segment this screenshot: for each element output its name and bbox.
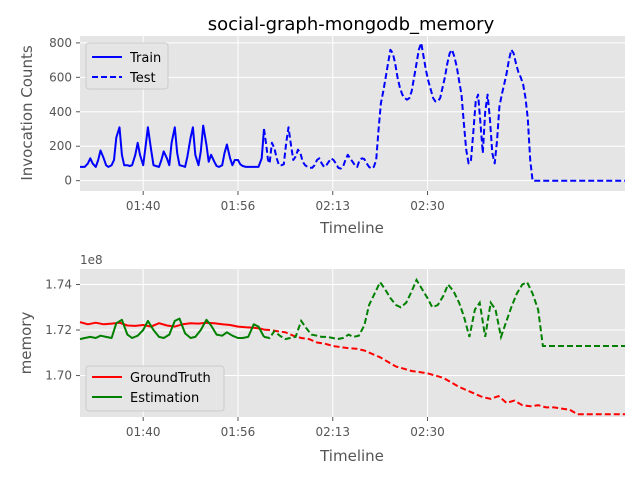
bottom-plot-area: 01:40 01:56 02:13 02:30 1.70 1.72 1.74 GroundT… [45,269,625,439]
estimation-series-dashed-line [263,277,625,347]
groundtruth-legend-label: GroundTruth [130,371,211,386]
test-series-line [263,41,625,182]
x-tick-label: 01:40 [126,199,161,213]
bottom-y-axis-label: memory [17,312,35,375]
test-legend-label: Test [129,71,156,86]
bottom-y-offset-label: 1e8 [80,253,103,267]
top-y-axis-label: Invocation Counts [18,45,36,180]
top-plot-area: 01:40 01:56 02:13 02:30 0 200 400 600 800 Train … [49,36,625,213]
top-legend-box [85,42,169,90]
bottom-legend: GroundTruth Estimation [85,365,225,412]
y-tick-label: 200 [49,139,72,153]
top-x-axis-label: Timeline [319,219,384,237]
y-tick-label: 600 [49,70,72,84]
top-legend: Train Test [85,42,169,90]
train-legend-label: Train [129,51,161,66]
y-tick-label: 1.70 [45,369,72,383]
bottom-x-axis-label: Timeline [319,447,384,465]
x-tick-label: 02:30 [410,199,445,213]
top-plot-background [80,36,625,191]
y-tick-label: 1.74 [45,277,72,291]
y-tick-label: 800 [49,36,72,50]
train-series-line [80,124,265,168]
y-tick-label: 1.72 [45,323,72,337]
y-tick-label: 400 [49,105,72,119]
estimation-series-solid-line [79,317,265,341]
x-tick-label: 02:13 [315,199,350,213]
groundtruth-series-solid-line [79,321,265,331]
x-tick-label: 02:13 [315,425,350,439]
y-tick-label: 0 [64,174,72,188]
chart-title: social-graph-mongodb_memory [208,14,495,35]
x-tick-label: 01:56 [221,425,256,439]
x-tick-label: 02:30 [410,425,445,439]
x-tick-label: 01:40 [126,425,161,439]
x-tick-label: 01:56 [221,199,256,213]
estimation-legend-label: Estimation [130,391,199,406]
groundtruth-series-dashed-line [263,328,625,416]
